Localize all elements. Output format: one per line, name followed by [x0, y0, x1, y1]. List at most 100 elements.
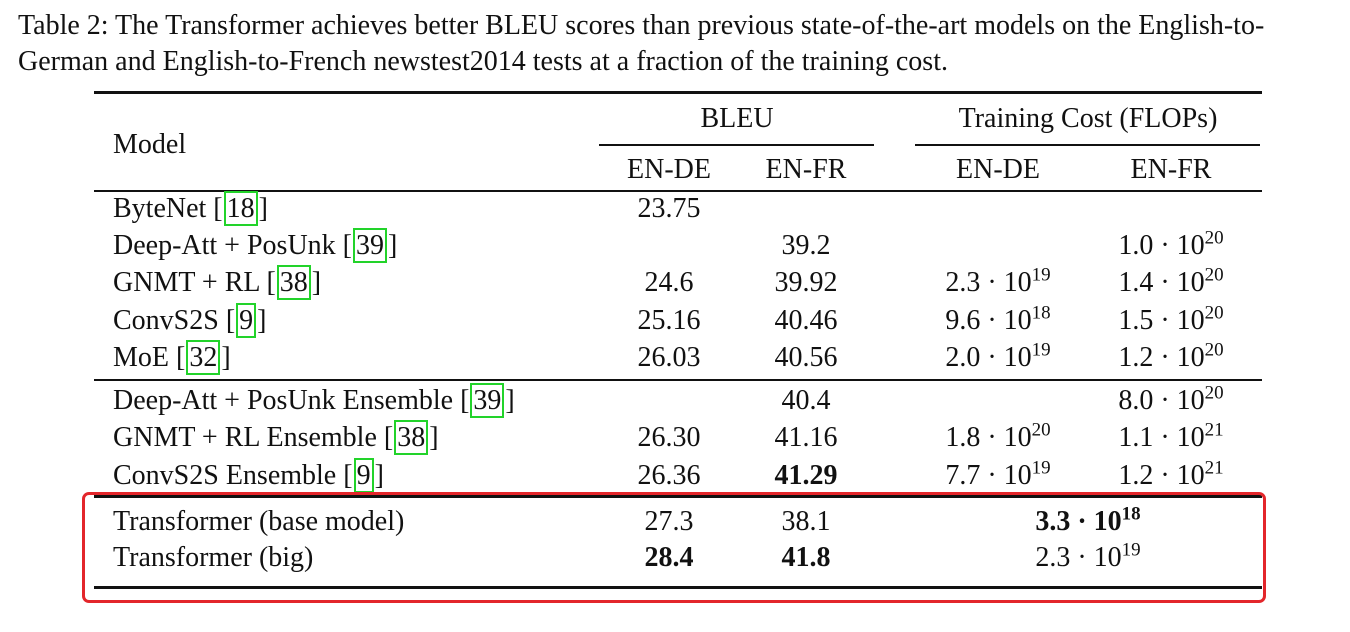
model-name-tail: ]	[429, 422, 439, 453]
model-name: Transformer (big)	[113, 541, 313, 575]
bleu-en-fr-value: 40.46	[774, 305, 838, 336]
cost-en-fr-value: 8.0 · 1020	[1118, 384, 1223, 418]
model-name: MoE [32]	[113, 340, 231, 375]
citation-link[interactable]: 32	[186, 340, 221, 375]
cost-en-fr-value: 1.2 · 1021	[1118, 459, 1223, 493]
model-name: GNMT + RL Ensemble [38]	[113, 420, 439, 455]
model-name: ConvS2S Ensemble [9]	[113, 458, 384, 493]
cost-en-fr-value: 1.5 · 1020	[1118, 304, 1223, 338]
citation-link[interactable]: 38	[394, 420, 429, 455]
cost-exponent: 18	[1031, 302, 1051, 324]
group-rule-2	[94, 495, 1262, 498]
cost-exponent: 21	[1204, 457, 1224, 479]
bleu-en-de-value: 27.3	[644, 506, 694, 537]
bleu-en-fr-value: 38.1	[781, 506, 831, 537]
table-caption: Table 2: The Transformer achieves better…	[18, 10, 1265, 77]
header-rule	[94, 190, 1262, 192]
cost-mantissa: 1.8 · 10	[945, 422, 1032, 453]
bleu-en-de-value: 26.36	[637, 460, 701, 491]
cost-exponent: 19	[1031, 339, 1051, 361]
model-name-text: ConvS2S [	[113, 305, 236, 336]
model-name: ConvS2S [9]	[113, 303, 267, 338]
bleu-en-de-value: 26.03	[637, 342, 701, 373]
header-bleu: BLEU	[700, 103, 774, 134]
model-name-text: Deep-Att + PosUnk [	[113, 230, 352, 261]
cost-mantissa: 1.4 · 10	[1118, 267, 1205, 298]
cost-en-de-value: 7.7 · 1019	[945, 459, 1050, 493]
cost-mantissa: 9.6 · 10	[945, 305, 1032, 336]
top-rule	[94, 91, 1262, 94]
citation-link[interactable]: 39	[352, 228, 387, 263]
header-cost-en-de: EN-DE	[956, 154, 1040, 185]
header-model: Model	[113, 129, 187, 160]
model-name: GNMT + RL [38]	[113, 265, 322, 300]
cost-exponent: 20	[1204, 382, 1224, 404]
model-name-tail: ]	[311, 267, 322, 298]
bleu-en-de-value: 28.4	[644, 542, 694, 573]
model-name: ByteNet [18]	[113, 191, 268, 226]
model-name-tail: ]	[505, 385, 515, 416]
header-training-cost: Training Cost (FLOPs)	[958, 103, 1218, 134]
model-name: Transformer (base model)	[113, 505, 404, 539]
cost-mantissa: 3.3 · 10	[1035, 506, 1122, 537]
model-name-text: GNMT + RL Ensemble [	[113, 422, 394, 453]
bleu-en-fr-value: 39.2	[781, 230, 831, 261]
cost-exponent: 21	[1204, 419, 1224, 441]
cost-en-de-value: 2.3 · 1019	[945, 266, 1050, 300]
model-name-tail: ]	[387, 230, 398, 261]
cost-en-de-value: 2.0 · 1019	[945, 341, 1050, 375]
cost-exponent: 19	[1031, 457, 1051, 479]
cost-mantissa: 1.5 · 10	[1118, 305, 1205, 336]
highlight-box	[82, 492, 1266, 603]
citation-link[interactable]: 38	[276, 265, 311, 300]
cost-en-de-value: 9.6 · 1018	[945, 304, 1050, 338]
cost-cmidrule	[915, 144, 1260, 146]
cost-mantissa: 7.7 · 10	[945, 460, 1032, 491]
model-name-tail: ]	[257, 305, 267, 336]
model-name-text: ConvS2S Ensemble [	[113, 460, 353, 491]
cost-mantissa: 1.2 · 10	[1118, 460, 1205, 491]
cost-exponent: 20	[1204, 339, 1224, 361]
cost-exponent: 20	[1204, 264, 1224, 286]
cost-merged-value: 2.3 · 1019	[1035, 541, 1140, 575]
model-name-text: ByteNet [	[113, 193, 223, 224]
cost-en-fr-value: 1.0 · 1020	[1118, 229, 1223, 263]
citation-link[interactable]: 9	[236, 303, 257, 338]
cost-exponent: 20	[1204, 227, 1224, 249]
cost-exponent: 18	[1121, 503, 1141, 525]
cost-exponent: 19	[1031, 264, 1051, 286]
bleu-en-fr-value: 40.4	[781, 385, 831, 416]
model-name-text: Transformer (big)	[113, 542, 314, 573]
bleu-en-de-value: 24.6	[644, 267, 694, 298]
model-name-text: MoE [	[113, 342, 186, 373]
header-cost-en-fr: EN-FR	[1130, 154, 1212, 185]
model-name-text: Deep-Att + PosUnk Ensemble [	[113, 385, 470, 416]
model-name-tail: ]	[258, 193, 268, 224]
bleu-en-de-value: 26.30	[637, 422, 701, 453]
cost-mantissa: 1.0 · 10	[1118, 230, 1205, 261]
model-name: Deep-Att + PosUnk Ensemble [39]	[113, 383, 515, 418]
model-name: Deep-Att + PosUnk [39]	[113, 228, 398, 263]
group-rule-1	[94, 379, 1262, 381]
bleu-en-fr-value: 41.8	[781, 542, 831, 573]
cost-mantissa: 1.2 · 10	[1118, 342, 1205, 373]
citation-link[interactable]: 9	[353, 458, 374, 493]
bleu-en-fr-value: 40.56	[774, 342, 838, 373]
cost-exponent: 20	[1031, 419, 1051, 441]
bleu-en-fr-value: 41.29	[774, 460, 838, 491]
citation-link[interactable]: 18	[223, 191, 258, 226]
cost-merged-value: 3.3 · 1018	[1035, 505, 1140, 539]
bottom-rule	[94, 586, 1262, 589]
bleu-en-de-value: 23.75	[637, 193, 701, 224]
cost-exponent: 19	[1121, 539, 1141, 561]
cost-exponent: 20	[1204, 302, 1224, 324]
model-name-text: Transformer (base model)	[113, 506, 405, 537]
cost-mantissa: 2.3 · 10	[1035, 542, 1122, 573]
cost-mantissa: 2.0 · 10	[945, 342, 1032, 373]
cost-en-fr-value: 1.1 · 1021	[1118, 421, 1223, 455]
citation-link[interactable]: 39	[470, 383, 505, 418]
model-name-tail: ]	[221, 342, 231, 373]
model-name-text: GNMT + RL [	[113, 267, 276, 298]
cost-en-de-value: 1.8 · 1020	[945, 421, 1050, 455]
cost-mantissa: 8.0 · 10	[1118, 385, 1205, 416]
